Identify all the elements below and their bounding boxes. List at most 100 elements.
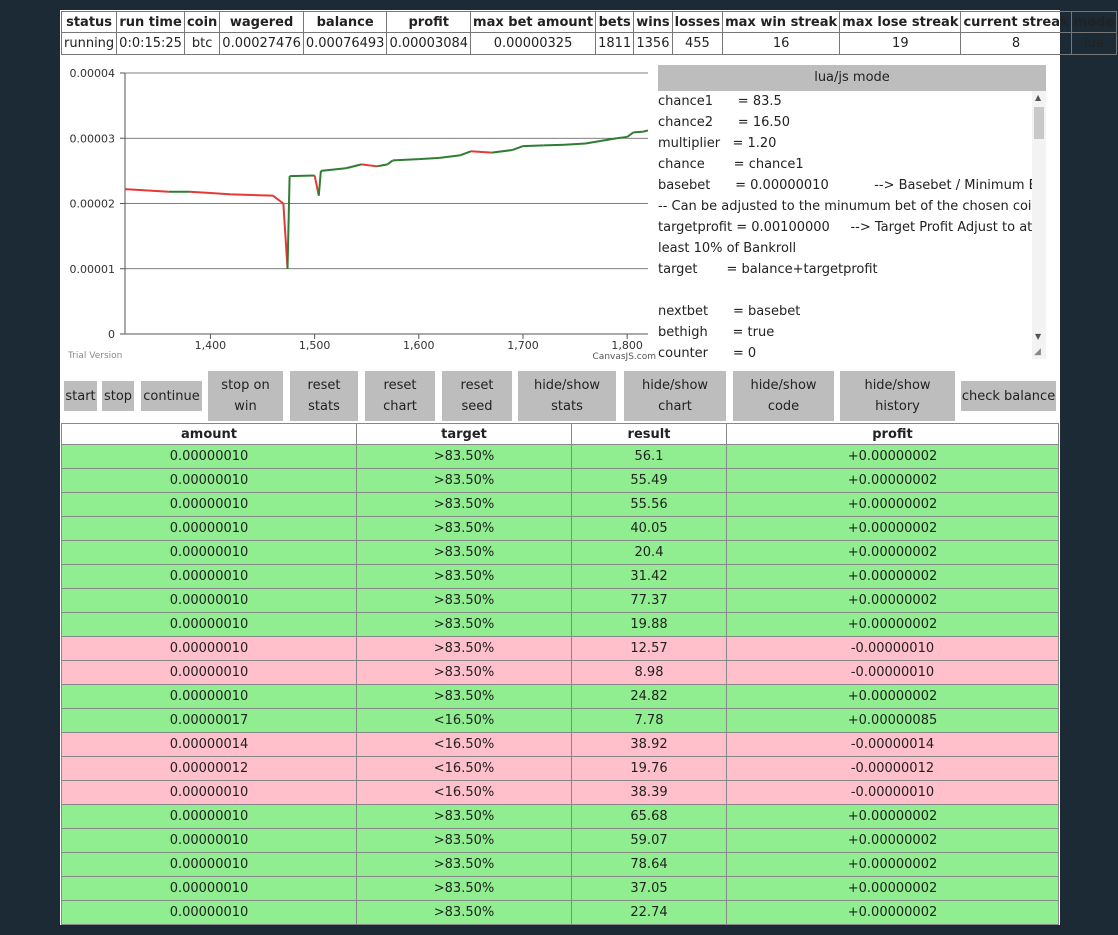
stop-button[interactable]: stop bbox=[102, 381, 134, 411]
history-cell-result: 38.92 bbox=[571, 732, 727, 757]
stat-wagered: 0.00027476 bbox=[219, 32, 304, 55]
resize-grip-icon[interactable]: ◢ bbox=[1034, 347, 1041, 357]
code-scrollbar[interactable]: ▲ ▼ ◢ bbox=[1032, 91, 1046, 359]
history-row: 0.00000010 >83.50% 22.74 +0.00000002 bbox=[61, 900, 1059, 925]
stats-header-row: status run time coin wagered balance pro… bbox=[60, 11, 1118, 33]
stats-header: bets bbox=[595, 11, 635, 33]
history-cell-profit: -0.00000010 bbox=[726, 780, 1059, 805]
history-row: 0.00000017 <16.50% 7.78 +0.00000085 bbox=[61, 708, 1059, 733]
history-cell-result: 56.1 bbox=[571, 444, 727, 469]
chart-segment-up bbox=[522, 144, 544, 148]
code-line: targetprofit = 0.00100000 --> Target Pro… bbox=[658, 220, 1033, 235]
stats-header: wins bbox=[633, 11, 673, 33]
code-panel: lua/js mode chance1 = 83.5 chance2 = 16.5… bbox=[658, 65, 1046, 359]
check-balance-button[interactable]: check balance bbox=[961, 381, 1056, 411]
start-button[interactable]: start bbox=[64, 381, 97, 411]
toggle-history-button[interactable]: hide/show history bbox=[840, 371, 955, 421]
reset-seed-label-2: seed bbox=[461, 399, 493, 414]
stat-max-bet: 0.00000325 bbox=[470, 32, 597, 55]
chart-segment-up bbox=[616, 135, 628, 140]
history-cell-amount: 0.00000010 bbox=[61, 636, 357, 661]
history-cell-profit: +0.00000002 bbox=[726, 516, 1059, 541]
chart-y-tick-label: 0.00004 bbox=[70, 68, 116, 80]
history-cell-target: >83.50% bbox=[356, 684, 572, 709]
stats-header: current streak bbox=[960, 11, 1072, 33]
scroll-thumb[interactable] bbox=[1034, 107, 1044, 139]
toggle-chart-label-1: hide/show bbox=[641, 378, 709, 393]
history-cell-profit: +0.00000085 bbox=[726, 708, 1059, 733]
chart-segment-up bbox=[626, 131, 635, 138]
history-cell-target: >83.50% bbox=[356, 468, 572, 493]
stat-max-win-streak: 16 bbox=[722, 32, 841, 55]
stop-on-win-label-2: win bbox=[234, 399, 257, 414]
chart-segment-up bbox=[585, 139, 602, 145]
chart-segment-down bbox=[252, 194, 273, 197]
history-cell-amount: 0.00000010 bbox=[61, 492, 357, 517]
history-cell-amount: 0.00000010 bbox=[61, 804, 357, 829]
start-button-label: start bbox=[65, 388, 96, 404]
history-cell-profit: +0.00000002 bbox=[726, 612, 1059, 637]
stats-header: status bbox=[60, 11, 118, 33]
stop-on-win-button[interactable]: stop on win bbox=[208, 371, 283, 421]
history-row: 0.00000010 >83.50% 59.07 +0.00000002 bbox=[61, 828, 1059, 853]
history-row: 0.00000010 >83.50% 78.64 +0.00000002 bbox=[61, 852, 1059, 877]
toggle-code-label-1: hide/show bbox=[750, 378, 817, 393]
stats-table: status run time coin wagered balance pro… bbox=[60, 11, 1118, 55]
history-cell-amount: 0.00000010 bbox=[61, 876, 357, 901]
chart-segment-down bbox=[147, 189, 169, 193]
bot-panel: status run time coin wagered balance pro… bbox=[60, 10, 1118, 925]
toggle-code-button[interactable]: hide/show code bbox=[733, 371, 834, 421]
history-cell-amount: 0.00000010 bbox=[61, 852, 357, 877]
history-cell-target: >83.50% bbox=[356, 900, 572, 925]
history-cell-target: >83.50% bbox=[356, 492, 572, 517]
history-cell-profit: +0.00000002 bbox=[726, 804, 1059, 829]
history-row: 0.00000010 >83.50% 40.05 +0.00000002 bbox=[61, 516, 1059, 541]
continue-button[interactable]: continue bbox=[141, 381, 202, 411]
history-cell-target: >83.50% bbox=[356, 612, 572, 637]
history-cell-amount: 0.00000010 bbox=[61, 900, 357, 925]
history-cell-amount: 0.00000010 bbox=[61, 588, 357, 613]
scroll-up-icon[interactable]: ▲ bbox=[1035, 93, 1042, 102]
chart-segment-up bbox=[345, 163, 362, 170]
stop-on-win-label-1: stop on bbox=[221, 378, 270, 393]
chart-segment-up bbox=[286, 176, 291, 269]
chart-segment-up bbox=[642, 129, 649, 133]
chart-segment-down bbox=[272, 194, 284, 205]
reset-seed-label-1: reset bbox=[460, 378, 494, 393]
stat-max-lose-streak: 19 bbox=[839, 32, 962, 55]
stat-coin: btc bbox=[183, 32, 221, 55]
history-cell-target: >83.50% bbox=[356, 588, 572, 613]
history-row: 0.00000010 >83.50% 55.49 +0.00000002 bbox=[61, 468, 1059, 493]
history-row: 0.00000010 >83.50% 12.57 -0.00000010 bbox=[61, 636, 1059, 661]
chart-watermark: Trial Version bbox=[67, 351, 122, 361]
history-cell-profit: +0.00000002 bbox=[726, 468, 1059, 493]
history-cell-profit: -0.00000010 bbox=[726, 636, 1059, 661]
toggle-stats-button[interactable]: hide/show stats bbox=[518, 371, 616, 421]
reset-seed-button[interactable]: reset seed bbox=[442, 371, 512, 421]
code-editor[interactable]: chance1 = 83.5 chance2 = 16.50 multiplier … bbox=[658, 91, 1046, 359]
balance-chart: 0.00004 0.00003 0.00002 0.00001 0 1,400 1,500 1… bbox=[67, 68, 656, 362]
toggle-code-label-2: code bbox=[767, 399, 800, 414]
reset-chart-button[interactable]: reset chart bbox=[365, 371, 435, 421]
code-line: multiplier = 1.20 bbox=[658, 136, 777, 151]
history-row: 0.00000010 >83.50% 77.37 +0.00000002 bbox=[61, 588, 1059, 613]
history-cell-result: 8.98 bbox=[571, 660, 727, 685]
scroll-down-icon[interactable]: ▼ bbox=[1035, 332, 1042, 341]
stat-current-streak: 8 bbox=[960, 32, 1072, 55]
chart-segment-down bbox=[470, 150, 492, 154]
reset-stats-label-2: stats bbox=[308, 399, 340, 414]
history-row: 0.00000010 >83.50% 8.98 -0.00000010 bbox=[61, 660, 1059, 685]
reset-stats-button[interactable]: reset stats bbox=[290, 371, 358, 421]
history-cell-amount: 0.00000010 bbox=[61, 660, 357, 685]
code-line: counter = 0 bbox=[658, 346, 757, 359]
chart-x-tick-label: 1,500 bbox=[299, 339, 331, 352]
chart-segment-up bbox=[633, 130, 643, 134]
history-row: 0.00000010 >83.50% 19.88 +0.00000002 bbox=[61, 612, 1059, 637]
history-row: 0.00000010 >83.50% 24.82 +0.00000002 bbox=[61, 684, 1059, 709]
chart-segment-down bbox=[231, 193, 253, 197]
stat-mode: lua bbox=[1070, 32, 1118, 55]
history-cell-result: 55.49 bbox=[571, 468, 727, 493]
history-cell-target: >83.50% bbox=[356, 636, 572, 661]
code-line: target = balance+targetprofit bbox=[658, 262, 878, 277]
toggle-chart-button[interactable]: hide/show chart bbox=[624, 371, 726, 421]
